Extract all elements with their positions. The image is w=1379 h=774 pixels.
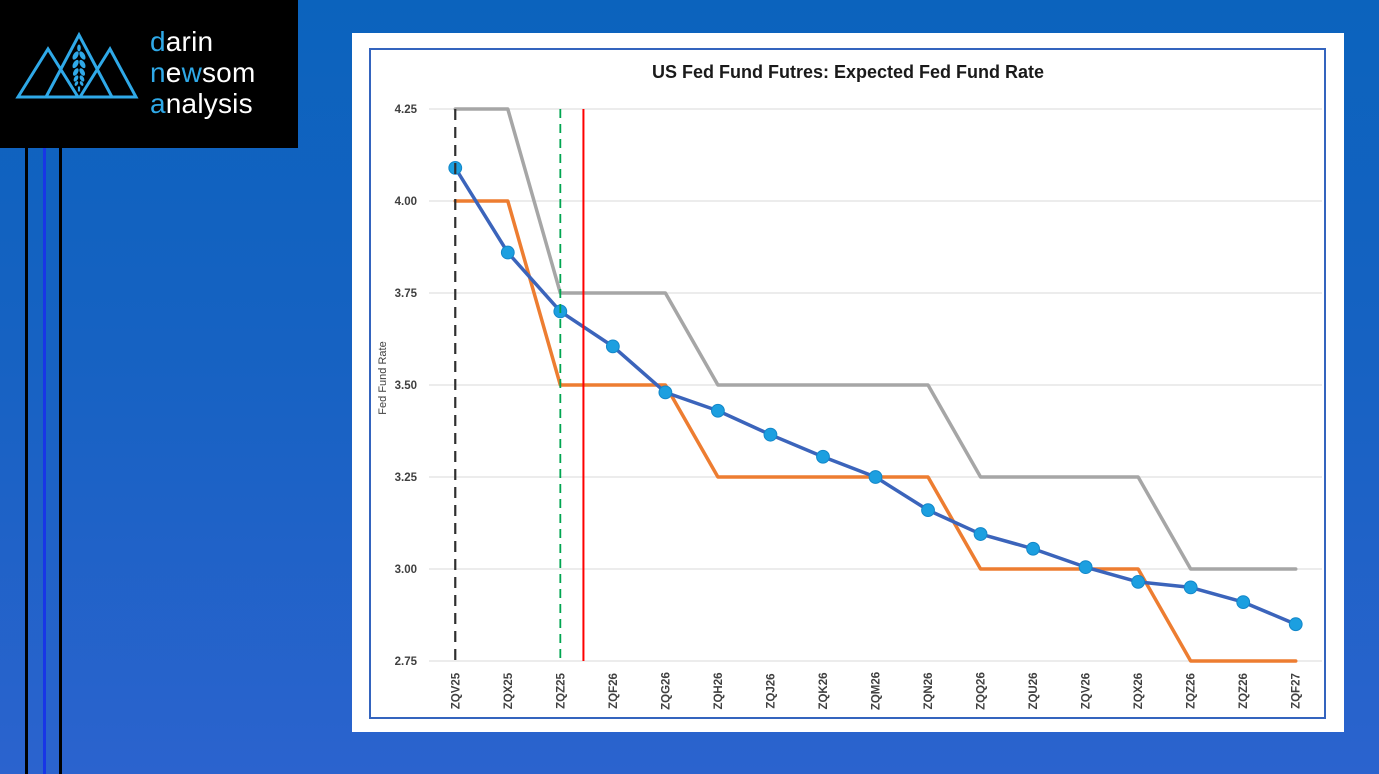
x-tick-label: ZQU26 <box>1028 672 1040 709</box>
x-tick-label: ZQF26 <box>608 673 620 709</box>
x-tick-label: ZQZ26 <box>1238 673 1250 709</box>
x-tick-label: ZQK26 <box>818 672 830 709</box>
brand-wordmark-line: newsom <box>150 57 256 88</box>
brand-logo: darin newsom analysis <box>0 0 298 148</box>
x-tick-label: ZQZ25 <box>555 673 567 709</box>
data-point-marker <box>763 427 778 442</box>
chart-title: US Fed Fund Futres: Expected Fed Fund Ra… <box>651 62 1045 82</box>
series-expected-fed-fund-rate <box>453 166 1298 626</box>
x-tick-label: ZQX25 <box>503 672 515 709</box>
data-point-marker <box>500 245 515 260</box>
data-point-marker <box>921 503 935 518</box>
x-tick-label: ZQV25 <box>450 672 462 709</box>
chart-panel: US Fed Fund Futres: Expected Fed Fund Ra… <box>352 33 1344 732</box>
data-point-marker <box>1131 574 1146 589</box>
wheat-ear <box>72 44 86 92</box>
y-tick-label: 4.25 <box>395 104 418 116</box>
x-tick-label: ZQZ26 <box>1186 673 1198 709</box>
y-tick-label: 2.75 <box>395 656 418 668</box>
data-point-marker <box>605 339 620 354</box>
brand-wordmark-line: analysis <box>150 88 253 119</box>
x-tick-label: ZQM26 <box>871 672 883 710</box>
y-tick-label: 3.00 <box>395 564 417 576</box>
data-point-marker <box>868 470 883 484</box>
data-point-marker <box>1183 580 1198 595</box>
mountains-wheat-icon <box>15 31 139 99</box>
left-stripe-black-1 <box>25 148 29 774</box>
x-tick-label: ZQG26 <box>660 672 672 710</box>
series-upper-step-path <box>453 107 1298 571</box>
x-tick-label: ZQV26 <box>1081 673 1093 709</box>
x-tick-label: ZQF27 <box>1291 673 1303 709</box>
brand-wordmark: darin newsom analysis <box>150 26 255 119</box>
y-tick-label: 3.25 <box>395 472 418 484</box>
data-point-marker <box>816 449 830 464</box>
x-tick-label: ZQN26 <box>923 672 935 709</box>
y-tick-label: 3.75 <box>395 288 418 300</box>
chart-border <box>368 48 1326 719</box>
y-tick-label: 3.50 <box>395 380 417 392</box>
data-point-marker <box>1288 617 1303 632</box>
y-tick-label: 4.00 <box>395 196 417 208</box>
data-point-marker <box>973 527 988 541</box>
x-tick-label: ZQH26 <box>713 672 725 709</box>
data-point-marker <box>658 385 673 400</box>
plot-area: 4.25 4.00 3.75 3.50 3.25 3.00 2.75 ZQV25 ZQX25 ZQ… <box>395 104 1322 710</box>
series-lower-step-path <box>453 199 1298 663</box>
brand-wordmark-line: darin <box>150 26 214 57</box>
x-tick-label: ZQJ26 <box>765 673 777 708</box>
data-point-marker <box>1026 541 1040 556</box>
left-stripe-blue <box>42 148 46 774</box>
data-point-marker <box>1236 595 1251 610</box>
x-tick-label: ZQX26 <box>1133 673 1145 709</box>
x-tick-label: ZQQ26 <box>976 672 988 710</box>
data-point-marker <box>711 403 725 418</box>
left-stripe-black-2 <box>59 148 63 774</box>
data-point-marker <box>1078 560 1093 575</box>
